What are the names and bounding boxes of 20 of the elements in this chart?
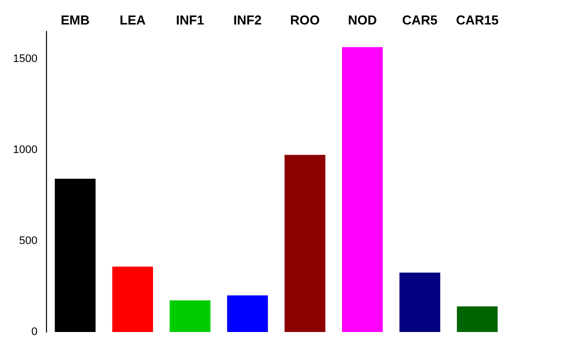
x-tick-label: INF2 [233,12,262,28]
bar [112,266,154,332]
bar [456,306,498,332]
bar [284,154,326,332]
bar [170,300,210,332]
x-tick-label: LEA [120,12,146,28]
bar [399,272,440,332]
x-tick-label: CAR15 [456,12,499,28]
x-tick-label: CAR5 [402,12,438,28]
y-tick-label: 500 [19,235,38,247]
y-tick-label: 1500 [12,52,38,65]
x-tick-label: EMB [60,12,90,28]
x-tick-label: ROO [290,12,320,28]
bar [342,47,383,332]
x-tick-label: INF1 [176,12,204,28]
bar [227,295,268,332]
y-tick-label: 0 [31,326,38,338]
y-tick-label: 1000 [12,144,38,156]
x-tick-label: NOD [348,12,377,28]
bar [54,178,96,332]
